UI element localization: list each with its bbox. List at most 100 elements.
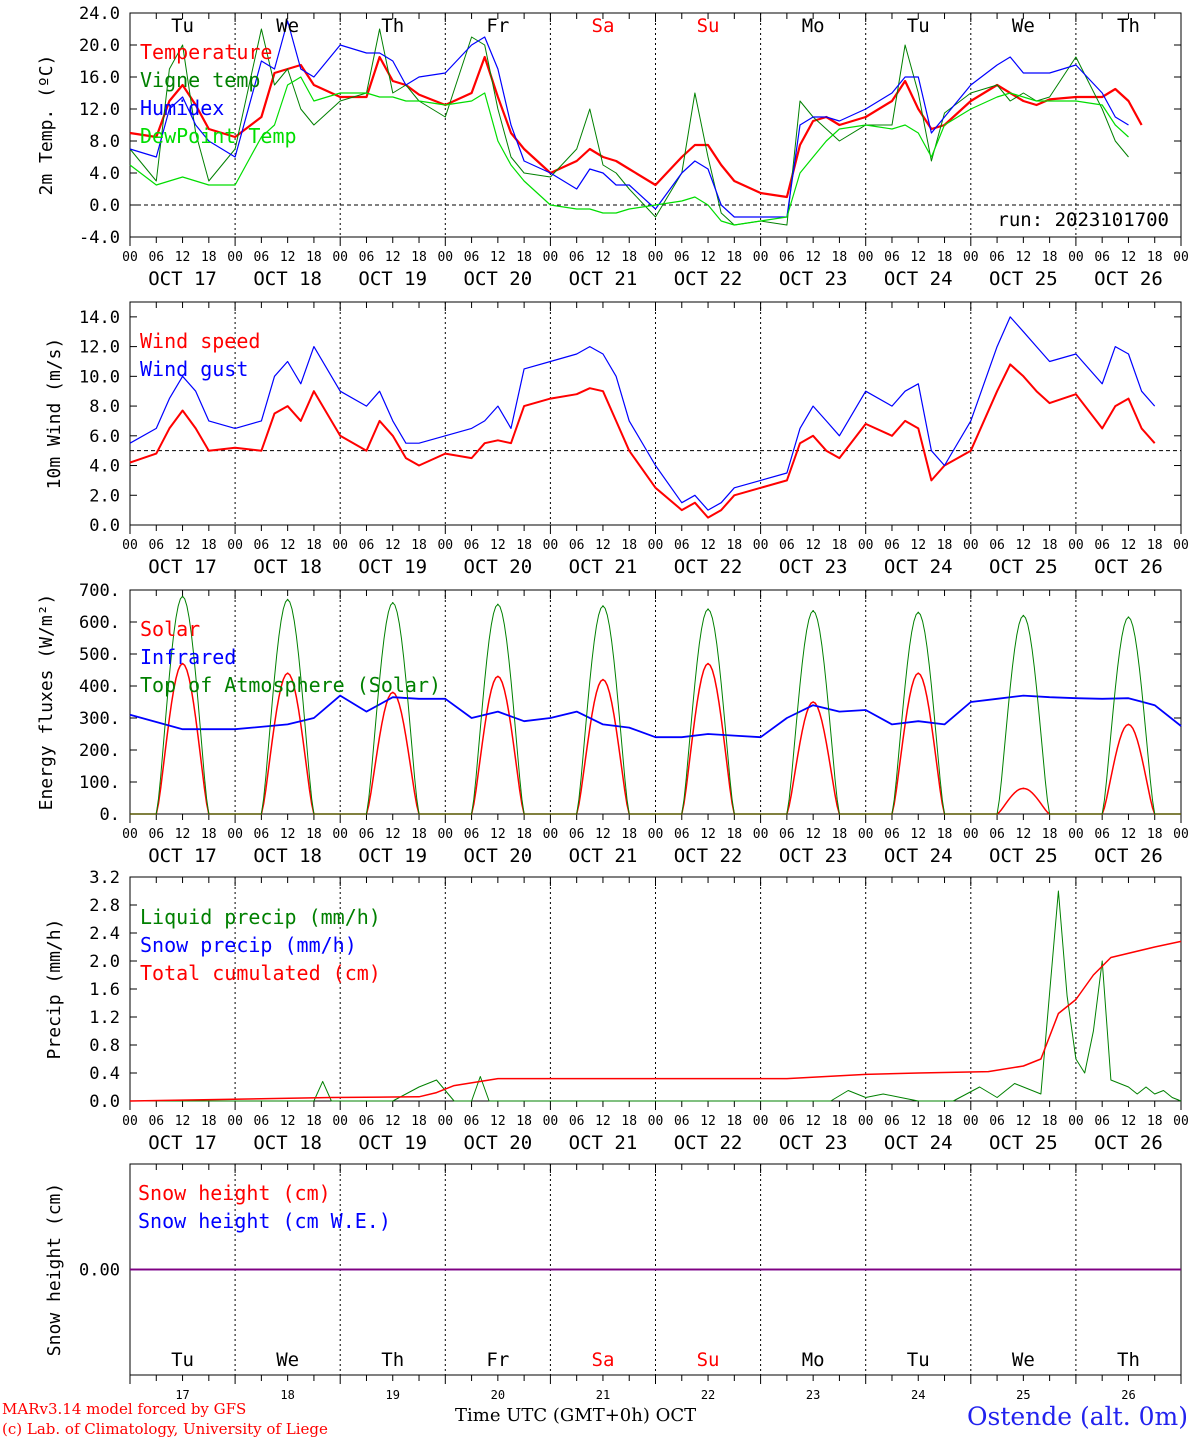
hour-tick-label: 12 <box>1121 538 1137 553</box>
hour-tick-label: 18 <box>411 827 427 842</box>
y-tick-label: 6.0 <box>89 427 120 447</box>
weekday-label: Th <box>381 1349 404 1371</box>
data-point <box>707 662 709 665</box>
hour-tick-label: 00 <box>122 250 138 265</box>
weekday-label: We <box>276 15 299 37</box>
hour-tick-label: 12 <box>595 1114 611 1129</box>
day-number-label: 26 <box>1121 1388 1135 1402</box>
day-number-label: 19 <box>386 1388 400 1402</box>
hour-tick-label: 00 <box>753 250 769 265</box>
y-tick-label: 8.0 <box>89 132 120 152</box>
hour-tick-label: 00 <box>1068 538 1084 553</box>
y-tick-label: 2.0 <box>89 486 120 506</box>
hour-tick-label: 12 <box>1121 827 1137 842</box>
hour-tick-label: 12 <box>385 1114 401 1129</box>
hour-tick-label: 06 <box>359 827 375 842</box>
date-label: OCT 18 <box>253 845 322 867</box>
date-label: OCT 24 <box>884 1132 953 1154</box>
date-label: OCT 24 <box>884 845 953 867</box>
weekday-label: Fr <box>486 15 509 37</box>
weekday-label: Tu <box>907 1349 930 1371</box>
legend-entry: Humidex <box>140 96 224 120</box>
hour-tick-label: 06 <box>674 827 690 842</box>
x-tick-labels: 00 06 12 18 00 06 12 18 00 06 12 18 00 06 12 18 00 06 12 18… <box>122 1114 1189 1154</box>
data-point <box>181 595 184 598</box>
hour-tick-label: 18 <box>516 1114 532 1129</box>
legend-entry: Liquid precip (mm/h) <box>140 905 381 929</box>
y-tick-label: 0.0 <box>89 196 120 216</box>
day-number-label: 20 <box>491 1388 505 1402</box>
hour-tick-label: 18 <box>621 538 637 553</box>
weekday-label: Su <box>697 15 720 37</box>
hour-tick-label: 18 <box>726 1114 742 1129</box>
y-axis-label: Energy fluxes (W/m²) <box>36 594 57 811</box>
data-point <box>1022 614 1025 617</box>
hour-tick-label: 12 <box>385 250 401 265</box>
y-tick-label: 500. <box>79 645 120 665</box>
weekday-label: Th <box>1117 1349 1140 1371</box>
hour-tick-label: 06 <box>569 1114 585 1129</box>
hour-tick-label: 00 <box>543 538 559 553</box>
series-wind-gust <box>129 316 1156 511</box>
hour-tick-label: 18 <box>1042 538 1058 553</box>
date-label: OCT 23 <box>779 268 848 290</box>
hour-tick-label: 00 <box>437 827 453 842</box>
data-point <box>1127 723 1130 726</box>
hour-tick-label: 00 <box>227 538 243 553</box>
weekday-label: Mo <box>802 1349 825 1371</box>
y-tick-label: 400. <box>79 677 120 697</box>
hour-tick-label: 00 <box>1173 1114 1189 1129</box>
date-label: OCT 25 <box>989 556 1058 578</box>
y-tick-label: 2.8 <box>89 896 120 916</box>
date-label: OCT 17 <box>148 1132 217 1154</box>
hour-tick-label: 18 <box>1147 250 1163 265</box>
y-tick-label: -4.0 <box>79 228 120 248</box>
panel-3: 0. 100. 200. 300. 400. 500. 600. 700. Energy flu… <box>36 581 1189 867</box>
hour-tick-label: 12 <box>1121 250 1137 265</box>
hour-tick-label: 06 <box>254 250 270 265</box>
hour-tick-label: 12 <box>280 1114 296 1129</box>
date-label: OCT 26 <box>1094 556 1163 578</box>
date-label: OCT 22 <box>674 556 743 578</box>
hour-tick-label: 06 <box>464 827 480 842</box>
legend: Wind speed Wind gust <box>140 329 260 381</box>
weekday-label: Tu <box>907 15 930 37</box>
hour-tick-label: 06 <box>569 827 585 842</box>
hour-tick-label: 00 <box>437 1114 453 1129</box>
date-label: OCT 21 <box>569 268 638 290</box>
y-tick-label: 20.0 <box>79 36 120 56</box>
x-axis-label-text: Time UTC (GMT+0h) <box>455 1405 650 1426</box>
hour-tick-label: 00 <box>648 538 664 553</box>
hour-tick-label: 00 <box>963 538 979 553</box>
hour-tick-label: 12 <box>280 827 296 842</box>
hour-tick-label: 00 <box>227 1114 243 1129</box>
hour-tick-label: 18 <box>516 827 532 842</box>
hour-tick-label: 18 <box>937 250 953 265</box>
series-dewpoint-temp <box>129 76 1129 226</box>
legend: Snow height (cm) Snow height (cm W.E.) <box>138 1181 391 1233</box>
hour-tick-label: 06 <box>148 827 164 842</box>
hour-tick-label: 06 <box>884 250 900 265</box>
hour-tick-label: 12 <box>700 1114 716 1129</box>
hour-tick-label: 18 <box>621 250 637 265</box>
hour-tick-label: 12 <box>910 250 926 265</box>
date-label: OCT 18 <box>253 1132 322 1154</box>
hour-tick-label: 18 <box>937 538 953 553</box>
credit-line-1: MARv3.14 model forced by GFS <box>2 1400 247 1418</box>
legend: Solar Infrared Top of Atmosphere (Solar) <box>140 617 441 697</box>
date-label: OCT 19 <box>358 268 427 290</box>
data-point <box>917 611 920 614</box>
hour-tick-label: 06 <box>464 538 480 553</box>
hour-tick-label: 18 <box>306 1114 322 1129</box>
date-label: OCT 19 <box>358 556 427 578</box>
hour-tick-label: 12 <box>910 1114 926 1129</box>
hour-tick-label: 00 <box>753 1114 769 1129</box>
date-label: OCT 24 <box>884 268 953 290</box>
data-point <box>286 598 289 601</box>
hour-tick-label: 06 <box>359 250 375 265</box>
hour-tick-label: 12 <box>1016 250 1032 265</box>
y-tick-label: 0.0 <box>89 516 120 536</box>
data-point <box>707 608 709 610</box>
hour-tick-label: 18 <box>621 827 637 842</box>
hour-tick-label: 18 <box>832 827 848 842</box>
